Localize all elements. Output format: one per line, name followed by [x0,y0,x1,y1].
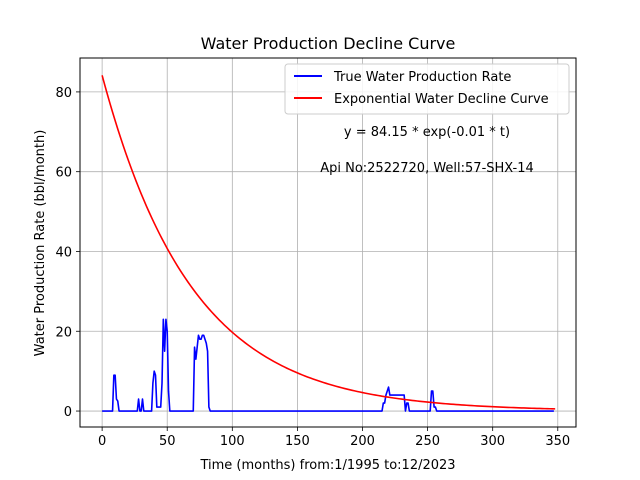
x-tick-label: 300 [480,434,505,449]
well-annotation: Api No:2522720, Well:57-SHX-14 [320,161,534,176]
x-tick-label: 250 [415,434,440,449]
x-tick-label: 200 [350,434,375,449]
y-tick-label: 0 [64,405,72,420]
chart-title: Water Production Decline Curve [201,34,456,53]
x-tick-label: 150 [285,434,310,449]
equation-annotation: y = 84.15 * exp(-0.01 * t) [344,125,510,140]
x-ticks: 0 50 100 150 200 250 300 350 [98,427,570,449]
x-tick-label: 350 [545,434,570,449]
legend-label-true-rate: True Water Production Rate [333,70,511,85]
y-axis-label: Water Production Rate (bbl/month) [33,130,48,357]
x-tick-label: 0 [98,434,106,449]
legend-box [284,63,570,115]
x-tick-label: 50 [159,434,176,449]
y-tick-label: 60 [55,166,72,181]
legend: True Water Production Rate Exponential W… [284,63,570,115]
x-tick-label: 100 [220,434,245,449]
y-tick-label: 20 [55,325,72,340]
x-axis-label: Time (months) from:1/1995 to:12/2023 [199,458,455,473]
y-ticks: 0 20 40 60 80 [55,86,80,420]
y-tick-label: 80 [55,86,72,101]
series-true-water-production-rate [102,318,554,412]
series-exponential-water-decline-curve [101,75,556,410]
series-layer [101,75,556,412]
y-tick-label: 40 [55,245,72,260]
axes-frame [79,57,577,428]
legend-label-exponential: Exponential Water Decline Curve [334,92,549,107]
